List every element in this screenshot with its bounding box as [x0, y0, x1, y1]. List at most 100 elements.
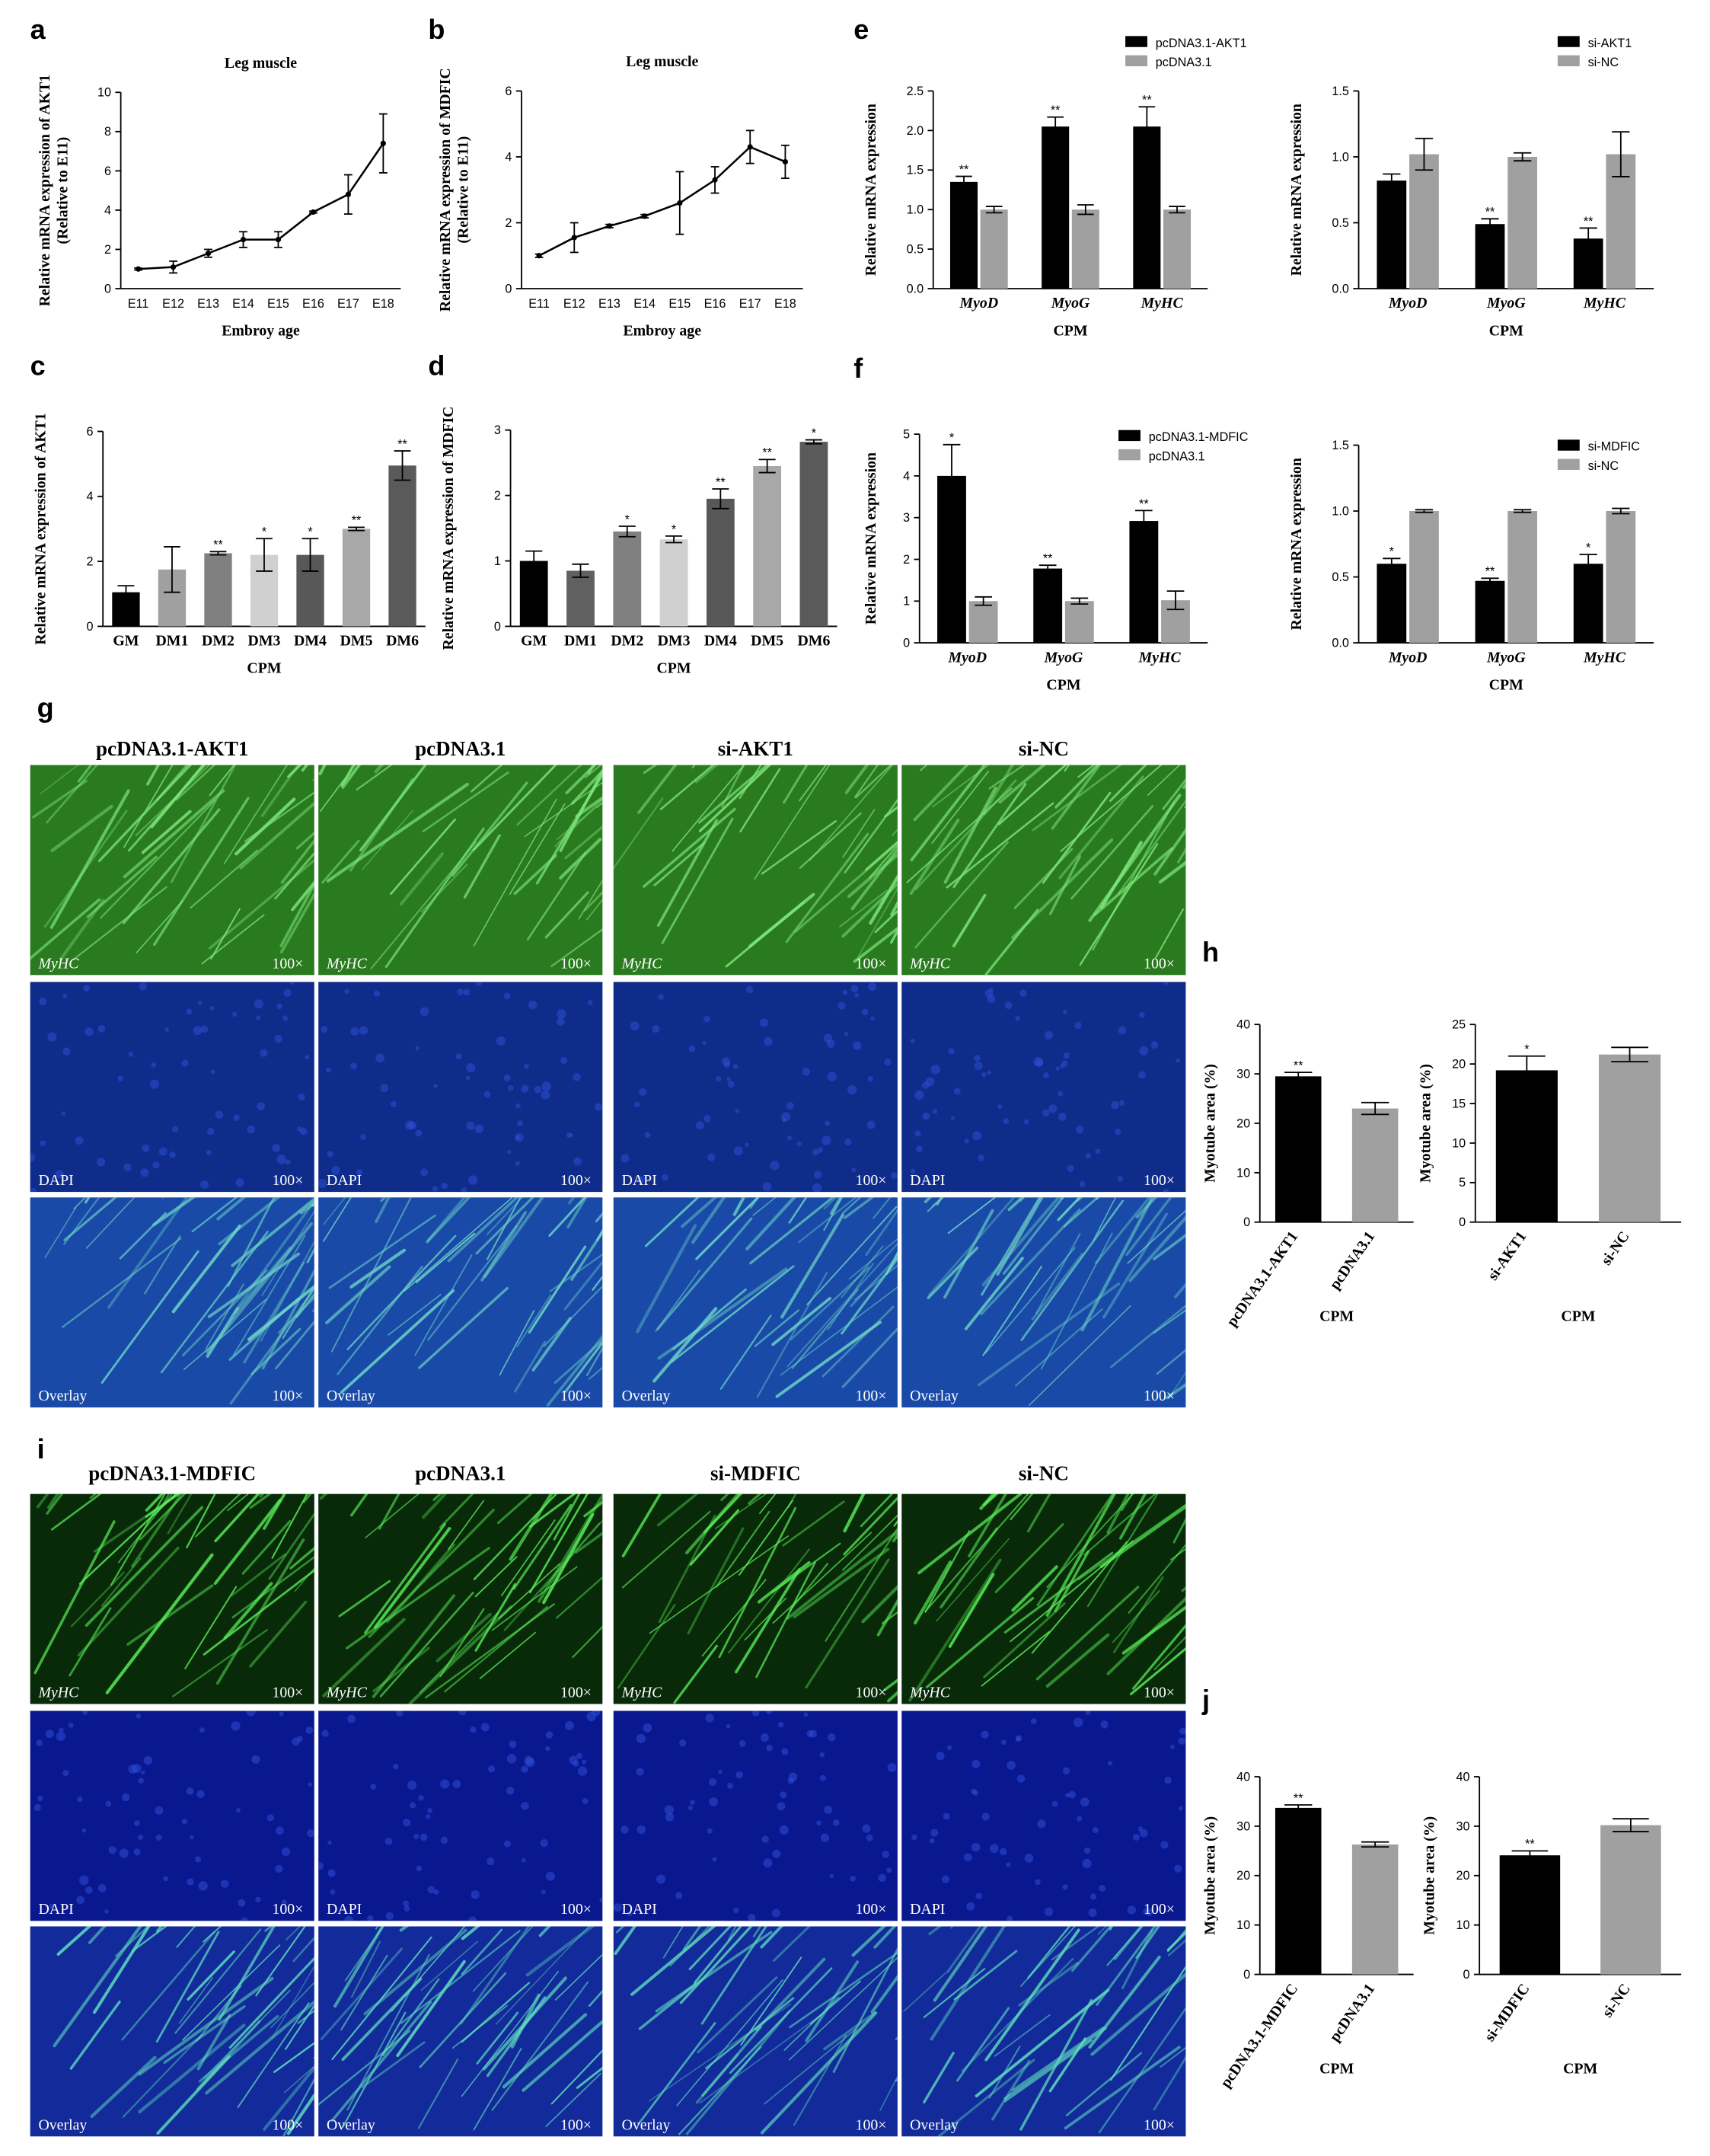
fiber — [419, 1612, 499, 1694]
fiber — [998, 765, 1047, 804]
y-tick-label: 4 — [87, 490, 94, 503]
nucleus — [132, 1764, 142, 1774]
fibers — [33, 1493, 314, 1698]
y-axis-label: (Relative to E11) — [455, 136, 472, 244]
nucleus — [545, 1746, 550, 1752]
fiber — [44, 1207, 77, 1259]
fiber — [1086, 1493, 1159, 1608]
nucleus — [503, 992, 511, 1000]
point — [677, 200, 683, 206]
column-header: si-NC — [1019, 1462, 1069, 1485]
y-tick-label: 3 — [494, 423, 501, 437]
fiber — [160, 1231, 269, 1374]
nucleus — [971, 1759, 981, 1768]
fiber — [908, 1558, 1002, 1702]
micrograph: DAPI 100× — [901, 1710, 1186, 1921]
fiber — [1057, 1197, 1082, 1222]
nucleus — [847, 1084, 857, 1095]
fiber — [231, 1556, 314, 1618]
fiber — [524, 781, 603, 838]
significance: ** — [762, 446, 772, 460]
panel-letter: e — [853, 14, 869, 45]
fiber — [400, 1930, 521, 2024]
fiber — [981, 1197, 1042, 1296]
fiber — [502, 2013, 588, 2089]
row-label: DAPI — [910, 1901, 945, 1918]
fiber — [528, 1245, 587, 1334]
fiber — [196, 1985, 242, 2043]
fiber — [988, 2046, 1021, 2099]
nucleus — [215, 1110, 224, 1120]
fiber — [917, 1493, 1023, 1575]
x-tick-label: E15 — [668, 297, 691, 311]
nucleus — [415, 1046, 420, 1051]
fiber — [291, 880, 314, 912]
fiber — [760, 2011, 878, 2135]
fiber — [346, 1235, 457, 1350]
fiber — [890, 928, 898, 944]
point — [310, 209, 317, 216]
x-axis-label: CPM — [1489, 322, 1523, 339]
nucleus — [274, 1034, 282, 1043]
y-tick-label: 2 — [494, 489, 501, 503]
fiber — [356, 765, 393, 791]
bar — [1598, 1054, 1661, 1222]
fiber — [822, 1305, 895, 1378]
nucleus — [630, 1021, 640, 1031]
nucleus — [251, 1755, 260, 1764]
nucleus — [356, 1169, 363, 1176]
nucleus — [33, 1803, 41, 1811]
nucleus — [507, 1149, 512, 1155]
x-tick-label: E16 — [704, 297, 726, 311]
y-axis-label: Myotube area (%) — [1201, 1064, 1218, 1183]
nucleus — [1016, 1735, 1022, 1742]
fiber — [480, 1211, 527, 1282]
nucleus — [1043, 1072, 1049, 1078]
fiber — [1019, 1999, 1093, 2131]
bar — [519, 561, 548, 627]
point — [536, 253, 542, 259]
nucleus — [96, 1158, 106, 1167]
nucleus — [426, 1814, 431, 1819]
fiber — [474, 1583, 516, 1652]
fiber — [754, 1309, 799, 1347]
nucleus — [524, 1755, 534, 1765]
nucleus — [826, 1040, 835, 1048]
fiber — [340, 1954, 388, 2031]
fiber — [263, 2065, 314, 2132]
fibers — [636, 1197, 898, 1398]
y-tick-label: 2.5 — [907, 85, 924, 98]
fiber — [587, 765, 595, 775]
fiber — [223, 1582, 273, 1640]
nucleus — [298, 1093, 305, 1101]
bar — [1351, 1108, 1399, 1222]
fiber — [36, 1493, 49, 1509]
fibers — [44, 1197, 314, 1405]
row-label: Overlay — [622, 1388, 671, 1404]
fiber — [70, 1571, 125, 1627]
y-tick-label: 1 — [903, 595, 910, 608]
bar — [204, 553, 232, 627]
fiber — [793, 1548, 890, 1618]
fiber — [644, 1197, 700, 1247]
bar — [1351, 1844, 1399, 1975]
nucleus — [1007, 1761, 1016, 1770]
nucleus — [707, 1828, 713, 1834]
fiber — [443, 1605, 548, 1693]
fiber — [499, 1310, 535, 1376]
fiber — [461, 1928, 503, 1976]
fiber — [1051, 765, 1102, 830]
nucleus — [506, 1787, 515, 1795]
nucleus — [221, 1880, 229, 1888]
nucleus — [155, 1834, 162, 1841]
x-tick-label: GM — [521, 633, 547, 650]
fiber — [565, 765, 597, 794]
nucleus — [679, 1739, 687, 1747]
nucleus — [1074, 1717, 1083, 1727]
fiber — [318, 765, 327, 775]
nucleus — [820, 1833, 829, 1842]
nucleus — [886, 1867, 892, 1873]
fiber — [136, 900, 183, 953]
nucleus — [350, 1062, 358, 1070]
x-axis-label: CPM — [656, 660, 691, 677]
